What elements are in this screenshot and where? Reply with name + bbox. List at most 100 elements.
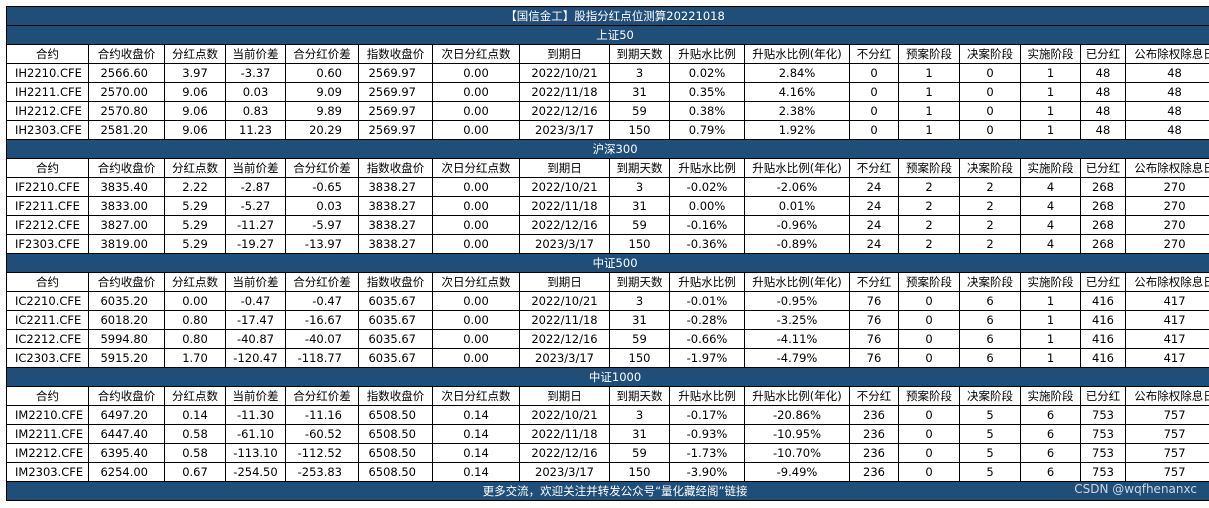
table-cell: 5915.20 xyxy=(88,348,165,368)
column-header: 合约 xyxy=(6,386,89,406)
table-cell: 6 xyxy=(959,329,1021,349)
table-cell: 270 xyxy=(1124,215,1209,235)
column-header: 不分红 xyxy=(849,272,899,292)
footer-row: 更多交流，欢迎关注并转发公众号“量化藏经阁”链接 xyxy=(5,481,1209,501)
table-cell: 1 xyxy=(898,63,960,83)
table-cell: -13.97 xyxy=(285,234,359,254)
column-header: 决案阶段 xyxy=(959,158,1021,178)
column-header: 升贴水比例 xyxy=(669,386,745,406)
table-cell: -0.47 xyxy=(225,291,286,311)
table-cell: 6508.50 xyxy=(358,443,433,463)
table-cell: -2.87 xyxy=(225,177,286,197)
table-cell: 0.58 xyxy=(164,424,226,444)
table-cell: 757 xyxy=(1124,443,1209,463)
table-cell: 1 xyxy=(1020,101,1081,121)
table-cell: 3 xyxy=(609,177,670,197)
table-cell: -9.49% xyxy=(744,462,850,482)
table-cell: 0.00% xyxy=(669,196,745,216)
column-header: 指数收盘价 xyxy=(358,386,433,406)
table-cell: -0.02% xyxy=(669,177,745,197)
table-cell: 416 xyxy=(1080,291,1126,311)
column-header: 实施阶段 xyxy=(1020,272,1081,292)
table-cell: -0.65 xyxy=(285,177,359,197)
table-cell: 2022/11/18 xyxy=(519,82,610,102)
table-cell: 236 xyxy=(849,443,899,463)
table-cell: IH2211.CFE xyxy=(6,82,89,102)
column-header: 决案阶段 xyxy=(959,272,1021,292)
table-cell: 0.14 xyxy=(432,405,520,425)
column-header: 升贴水比例(年化) xyxy=(744,44,850,64)
table-cell: -0.36% xyxy=(669,234,745,254)
table-row: IC2212.CFE 5994.80 0.80 -40.87 -40.07 6035.67… xyxy=(6,329,1209,349)
table-cell: 3838.27 xyxy=(358,196,433,216)
footer-note: 更多交流，欢迎关注并转发公众号“量化藏经阁”链接 xyxy=(5,481,1209,501)
column-header: 次日分红点数 xyxy=(432,272,520,292)
table-cell: -60.52 xyxy=(285,424,359,444)
table-cell: 5.29 xyxy=(164,196,226,216)
table-cell: -11.27 xyxy=(225,215,286,235)
column-header: 分红点数 xyxy=(164,386,226,406)
column-header: 分红点数 xyxy=(164,272,226,292)
table-cell: 270 xyxy=(1124,234,1209,254)
table-cell: 0 xyxy=(959,120,1021,140)
column-header: 预案阶段 xyxy=(898,158,960,178)
column-header: 升贴水比例(年化) xyxy=(744,386,850,406)
table-cell: 2.38% xyxy=(744,101,850,121)
table-cell: 268 xyxy=(1080,196,1126,216)
table-row: IC2303.CFE 5915.20 1.70 -120.47 -118.77 6035.… xyxy=(6,348,1209,368)
table-cell: 268 xyxy=(1080,215,1126,235)
table-cell: 59 xyxy=(609,329,670,349)
table-cell: 6035.20 xyxy=(88,291,165,311)
table-cell: 753 xyxy=(1080,443,1126,463)
table-cell: 0.00 xyxy=(164,291,226,311)
column-header: 已分红 xyxy=(1080,272,1126,292)
table-cell: 0 xyxy=(898,443,960,463)
column-header: 合约收盘价 xyxy=(88,44,165,64)
table-body: 【国信金工】股指分红点位测算20221018 上证50 合约 合约收盘价 分红点数 当前… xyxy=(5,6,1209,501)
column-header: 升贴水比例 xyxy=(669,272,745,292)
table-cell: 5 xyxy=(959,405,1021,425)
table-cell: 6035.67 xyxy=(358,348,433,368)
table-row: IH2211.CFE 2570.00 9.06 0.03 9.09 2569.97 0.00… xyxy=(6,82,1209,102)
table-cell: 1 xyxy=(898,120,960,140)
column-header: 到期日 xyxy=(519,386,610,406)
table-cell: -40.07 xyxy=(285,329,359,349)
table-cell: IM2210.CFE xyxy=(6,405,89,425)
table-cell: 6 xyxy=(1020,462,1081,482)
table-cell: 6497.20 xyxy=(88,405,165,425)
table-cell: 3838.27 xyxy=(358,215,433,235)
table-cell: 757 xyxy=(1124,405,1209,425)
column-header: 分红点数 xyxy=(164,158,226,178)
table-row: IM2210.CFE 6497.20 0.14 -11.30 -11.16 6508.50… xyxy=(6,405,1209,425)
table-cell: 236 xyxy=(849,462,899,482)
table-cell: -20.86% xyxy=(744,405,850,425)
table-cell: 6 xyxy=(1020,405,1081,425)
table-cell: 48 xyxy=(1080,82,1126,102)
table-cell: 2022/12/16 xyxy=(519,215,610,235)
table-cell: 0 xyxy=(898,405,960,425)
table-cell: 0.00 xyxy=(432,291,520,311)
table-cell: -3.37 xyxy=(225,63,286,83)
column-header: 升贴水比例(年化) xyxy=(744,158,850,178)
table-cell: IH2303.CFE xyxy=(6,120,89,140)
table-cell: 0.00 xyxy=(432,82,520,102)
column-header: 实施阶段 xyxy=(1020,386,1081,406)
table-cell: 2 xyxy=(898,196,960,216)
table-row: IF2212.CFE 3827.00 5.29 -11.27 -5.97 3838.27 0… xyxy=(6,215,1209,235)
table-cell: 1 xyxy=(1020,329,1081,349)
table-cell: 4 xyxy=(1020,177,1081,197)
table-cell: 5.29 xyxy=(164,234,226,254)
table-cell: 5 xyxy=(959,443,1021,463)
table-cell: 6 xyxy=(959,310,1021,330)
table-cell: 1.92% xyxy=(744,120,850,140)
table-cell: IF2210.CFE xyxy=(6,177,89,197)
table-cell: 0 xyxy=(898,424,960,444)
dividend-table-container: 【国信金工】股指分红点位测算20221018 上证50 合约 合约收盘价 分红点数 当前… xyxy=(5,6,1209,501)
table-row: IH2303.CFE 2581.20 9.06 11.23 20.29 2569.97 0.… xyxy=(6,120,1209,140)
table-cell: 48 xyxy=(1124,82,1209,102)
table-cell: 0.14 xyxy=(164,405,226,425)
table-cell: IC2212.CFE xyxy=(6,329,89,349)
table-cell: 1 xyxy=(1020,348,1081,368)
table-cell: 2 xyxy=(898,177,960,197)
table-cell: 150 xyxy=(609,234,670,254)
